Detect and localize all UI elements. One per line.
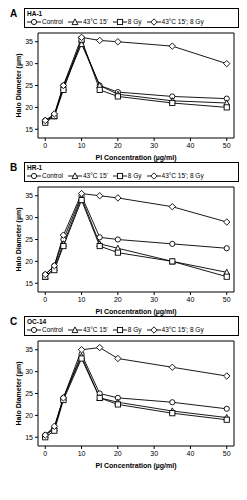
html-text:HA-1: HA-1 (27, 10, 43, 17)
svg-text:30: 30 (25, 60, 33, 67)
svg-text:Halo Diameter (µm): Halo Diameter (µm) (15, 208, 23, 272)
svg-text:20: 20 (114, 142, 122, 149)
html-text:43°C 15': 43°C 15' (83, 18, 108, 25)
svg-text:35: 35 (25, 192, 33, 199)
svg-text:0: 0 (43, 142, 47, 149)
html-text:Control: Control (42, 18, 63, 25)
html-text:A: A (10, 8, 18, 19)
svg-text:40: 40 (187, 450, 195, 457)
html-text:8 Gy: 8 Gy (127, 18, 142, 25)
svg-text:10: 10 (78, 142, 86, 149)
svg-text:20: 20 (114, 296, 122, 303)
svg-text:30: 30 (150, 296, 158, 303)
svg-text:40: 40 (187, 296, 195, 303)
html-text:8 Gy: 8 Gy (127, 326, 142, 333)
svg-text:PI Concentration (µg/ml): PI Concentration (µg/ml) (95, 154, 176, 162)
svg-text:0: 0 (43, 296, 47, 303)
svg-text:Halo Diameter (µm): Halo Diameter (µm) (15, 362, 23, 426)
html-text:Control: Control (42, 172, 63, 179)
html-text:43°C 15'; 8 Gy: 43°C 15'; 8 Gy (161, 172, 204, 179)
svg-text:50: 50 (223, 296, 231, 303)
svg-text:20: 20 (25, 104, 33, 111)
svg-text:PI Concentration (µg/ml): PI Concentration (µg/ml) (95, 308, 176, 316)
svg-text:10: 10 (78, 296, 86, 303)
svg-text:30: 30 (25, 368, 33, 375)
svg-text:15: 15 (25, 434, 33, 441)
html-text:43°C 15'; 8 Gy: 43°C 15'; 8 Gy (161, 18, 204, 25)
svg-text:30: 30 (150, 142, 158, 149)
html-text:43°C 15'; 8 Gy: 43°C 15'; 8 Gy (161, 326, 204, 333)
svg-text:0: 0 (43, 450, 47, 457)
svg-text:25: 25 (25, 236, 33, 243)
svg-text:20: 20 (25, 412, 33, 419)
svg-text:35: 35 (25, 38, 33, 45)
svg-text:20: 20 (25, 258, 33, 265)
html-text:HR-1: HR-1 (27, 164, 43, 171)
html-text:8 Gy: 8 Gy (127, 172, 142, 179)
html-text:C: C (10, 316, 18, 327)
svg-text:20: 20 (114, 450, 122, 457)
html-text:43°C 15': 43°C 15' (83, 172, 108, 179)
svg-text:30: 30 (25, 214, 33, 221)
svg-text:15: 15 (25, 126, 33, 133)
html-text:B: B (10, 162, 18, 173)
svg-text:PI Concentration (µg/ml): PI Concentration (µg/ml) (95, 462, 176, 470)
svg-text:35: 35 (25, 346, 33, 353)
html-text:Control: Control (42, 326, 63, 333)
svg-text:40: 40 (187, 142, 195, 149)
svg-text:50: 50 (223, 142, 231, 149)
svg-text:50: 50 (223, 450, 231, 457)
html-text:43°C 15': 43°C 15' (83, 326, 108, 333)
html-text:OC-14: OC-14 (27, 318, 47, 325)
svg-text:25: 25 (25, 82, 33, 89)
svg-text:30: 30 (150, 450, 158, 457)
svg-text:15: 15 (25, 280, 33, 287)
svg-text:10: 10 (78, 450, 86, 457)
svg-text:Halo Diameter (µm): Halo Diameter (µm) (15, 54, 23, 118)
svg-text:25: 25 (25, 390, 33, 397)
